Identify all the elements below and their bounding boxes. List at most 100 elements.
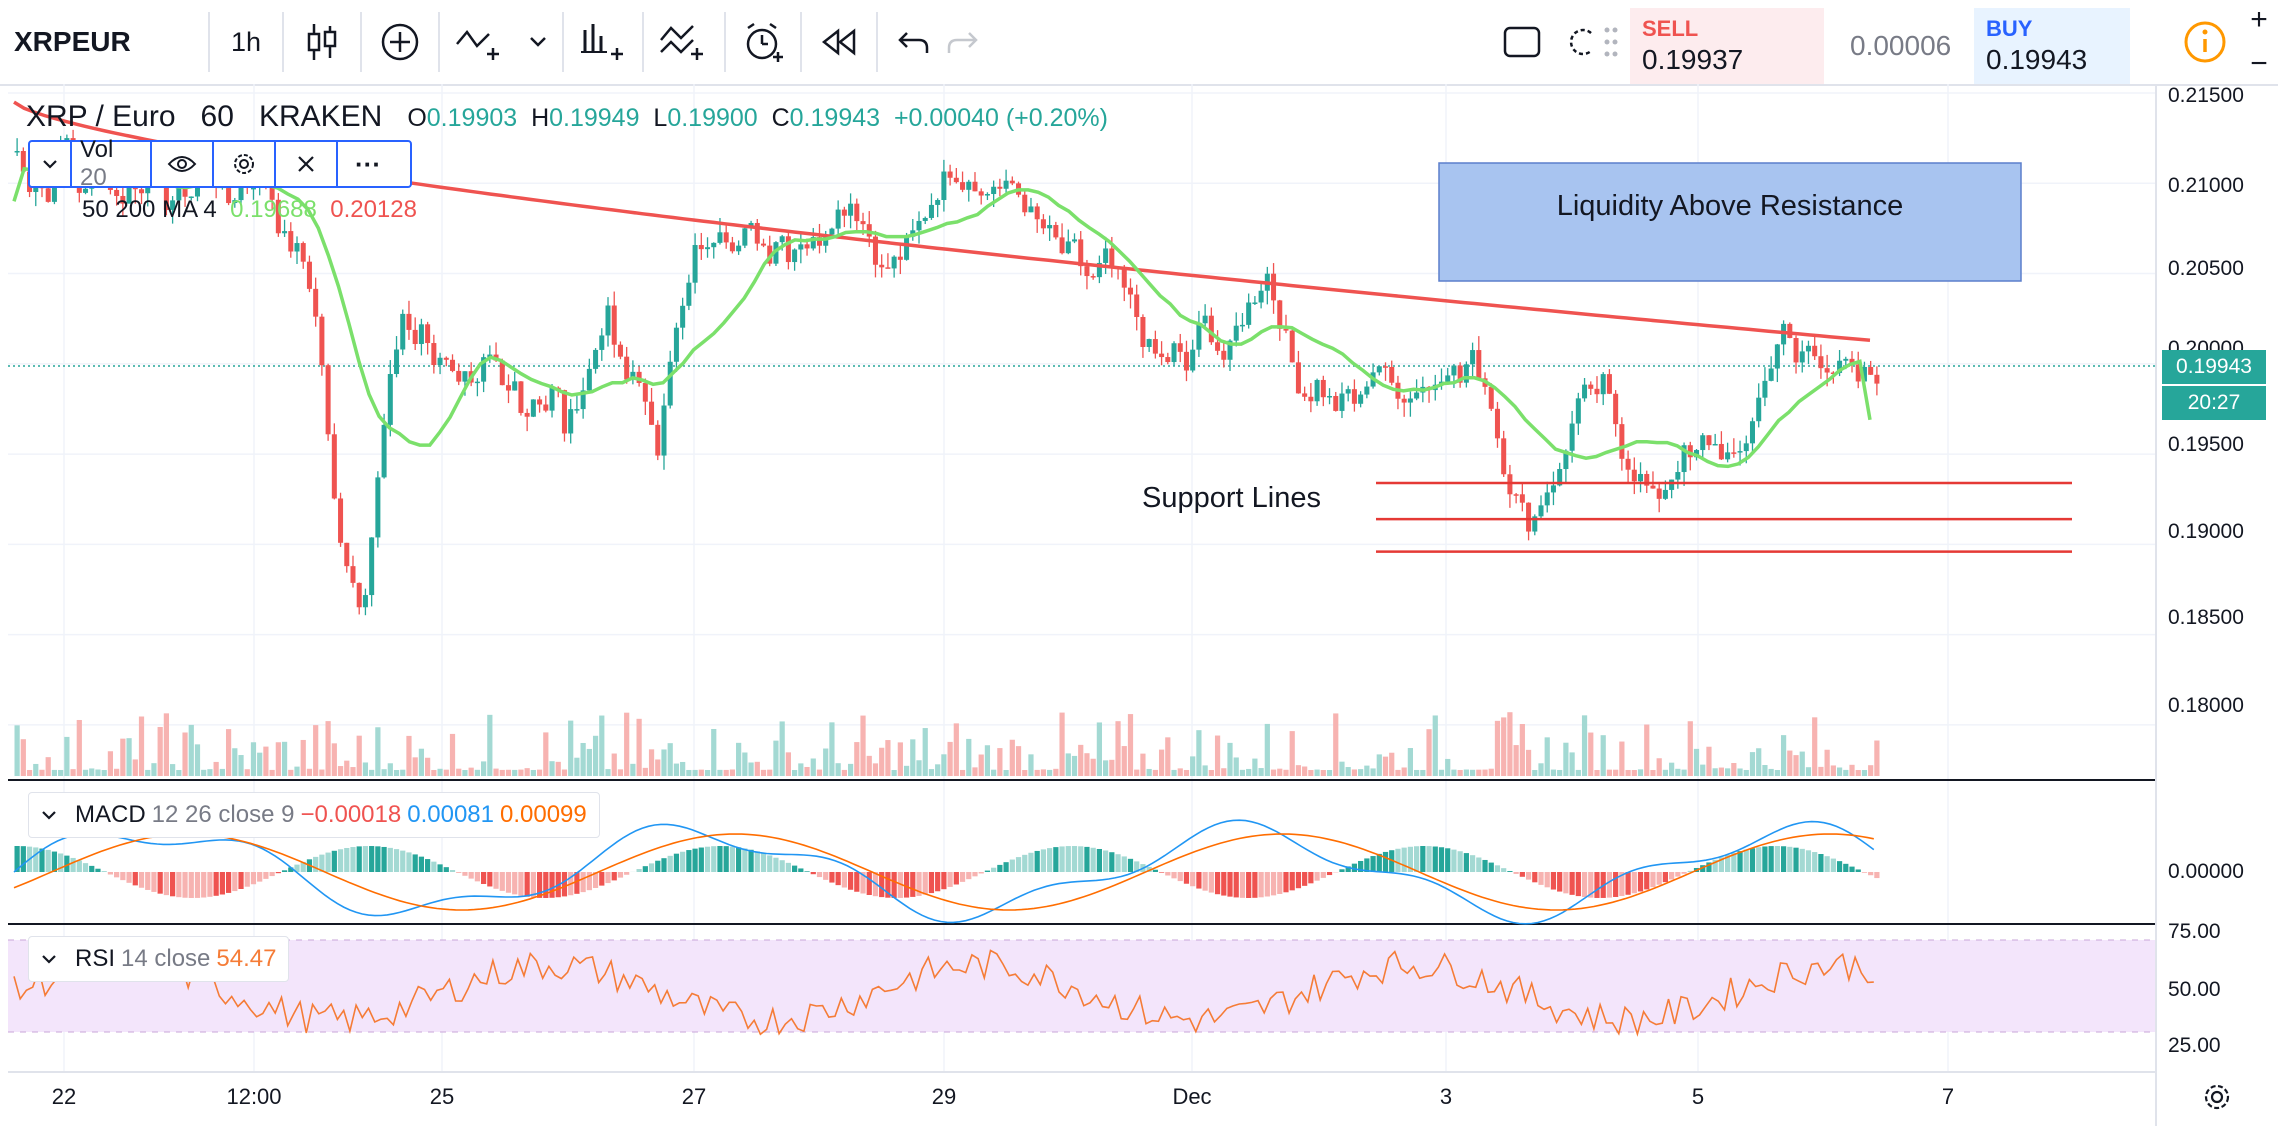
macd-bar — [1762, 846, 1768, 872]
toolbar-divider — [876, 12, 878, 72]
macd-bar — [1090, 847, 1096, 872]
candle-body — [462, 371, 468, 382]
eye-icon[interactable] — [152, 154, 212, 174]
rsi-tick: 75.00 — [2168, 920, 2221, 943]
fullscreen-icon[interactable] — [1492, 0, 1552, 84]
candle-body — [1812, 345, 1818, 357]
redo-icon[interactable] — [932, 0, 992, 84]
info-icon[interactable] — [2174, 0, 2236, 84]
macd-bar — [462, 872, 468, 876]
candle-body — [1090, 276, 1096, 278]
candle-body — [692, 245, 698, 283]
volume-bar — [561, 769, 568, 776]
macd-bar — [356, 846, 362, 872]
macd-bar — [1656, 872, 1662, 885]
gear-icon[interactable] — [214, 150, 274, 178]
indicators-icon[interactable] — [450, 0, 510, 84]
volume-bar — [188, 724, 194, 776]
collapse-chevron-icon[interactable] — [30, 159, 70, 169]
candle-body — [928, 204, 934, 218]
volume-bar — [903, 765, 910, 776]
volume-bar — [841, 769, 847, 776]
candle-body — [1202, 315, 1208, 324]
buy-price: 0.19943 — [1986, 44, 2088, 75]
sell-button[interactable]: SELL 0.19937 — [1630, 8, 1824, 84]
macd-bar — [959, 872, 966, 882]
more-icon[interactable]: ··· — [355, 148, 381, 179]
interval-button[interactable]: 1h — [230, 26, 262, 57]
volume-bar — [1675, 768, 1681, 776]
volume-bar — [1662, 769, 1669, 776]
volume-bar — [767, 769, 773, 776]
macd-bar — [984, 870, 991, 872]
macd-bar — [736, 847, 742, 872]
templates-icon[interactable] — [652, 0, 716, 84]
symbol-search-button[interactable]: XRPEUR — [14, 26, 131, 57]
liquidity-zone[interactable] — [1438, 162, 2022, 282]
candle-body — [45, 188, 51, 202]
candle-body — [1706, 435, 1712, 446]
volume-bar — [412, 757, 418, 776]
volume-bar — [1482, 769, 1488, 776]
countdown-tag: 20:27 — [2162, 386, 2266, 420]
candle-body — [717, 232, 723, 243]
macd-bar — [1563, 872, 1569, 894]
volume-bar — [393, 769, 400, 776]
macd-bar — [344, 847, 350, 872]
volume-bar — [462, 769, 468, 776]
add-compare-icon[interactable] — [370, 0, 430, 84]
candle-body — [1314, 379, 1320, 402]
buy-button[interactable]: BUY 0.19943 — [1974, 8, 2130, 84]
macd-bar — [281, 870, 288, 872]
candle-body — [860, 221, 866, 225]
macd-bar — [1015, 857, 1022, 872]
macd-chevron-icon[interactable] — [29, 810, 69, 820]
volume-bar — [1432, 715, 1438, 776]
settings-gear-icon[interactable] — [2200, 1080, 2234, 1120]
volume-bar — [325, 721, 331, 776]
macd-bar — [82, 863, 89, 872]
macd-bar — [580, 872, 586, 893]
candle-body — [1358, 394, 1364, 404]
chevron-down-icon[interactable] — [518, 0, 558, 84]
alert-clock-icon[interactable] — [734, 0, 794, 84]
macd-bar — [1594, 872, 1600, 898]
candle-body — [1830, 372, 1836, 375]
candle-body — [1376, 366, 1382, 373]
macd-legend: MACD 12 26 close 9 −0.00018 0.00081 0.00… — [28, 792, 600, 838]
volume-bar — [1818, 766, 1824, 776]
volume-bar — [1326, 769, 1333, 776]
financials-icon[interactable] — [572, 0, 636, 84]
rsi-chevron-icon[interactable] — [29, 954, 69, 964]
macd-bar — [1855, 869, 1861, 872]
macd-bar — [1507, 871, 1513, 872]
macd-bar — [530, 872, 536, 898]
candle-body — [1476, 350, 1482, 379]
undo-icon[interactable] — [884, 0, 944, 84]
macd-bar — [232, 872, 238, 892]
volume-bar — [1737, 768, 1743, 776]
time-tick: 25 — [429, 1084, 455, 1109]
macd-bar — [176, 872, 182, 898]
volume-bar — [760, 769, 767, 776]
candle-body — [126, 182, 132, 204]
macd-bar — [723, 846, 729, 872]
volume-bar — [1407, 748, 1413, 776]
close-icon[interactable] — [276, 154, 336, 174]
low-value: 0.19900 — [667, 104, 758, 132]
macd-bar — [1532, 872, 1538, 883]
snapshot-icon[interactable] — [1560, 0, 1604, 84]
time-tick: 22 — [51, 1084, 77, 1109]
candle-body — [1171, 343, 1177, 363]
zoom-out-icon[interactable]: − — [2250, 47, 2268, 80]
macd-bar — [1127, 858, 1134, 872]
candle-body — [1277, 300, 1283, 329]
candles-icon[interactable] — [292, 0, 352, 84]
ma200-value: 0.20128 — [330, 196, 417, 223]
candle-body — [1861, 366, 1867, 382]
drag-handle-icon[interactable] — [1596, 12, 1626, 72]
macd-bar — [362, 846, 369, 872]
replay-icon[interactable] — [810, 0, 870, 84]
zoom-in-icon[interactable]: + — [2250, 3, 2268, 36]
